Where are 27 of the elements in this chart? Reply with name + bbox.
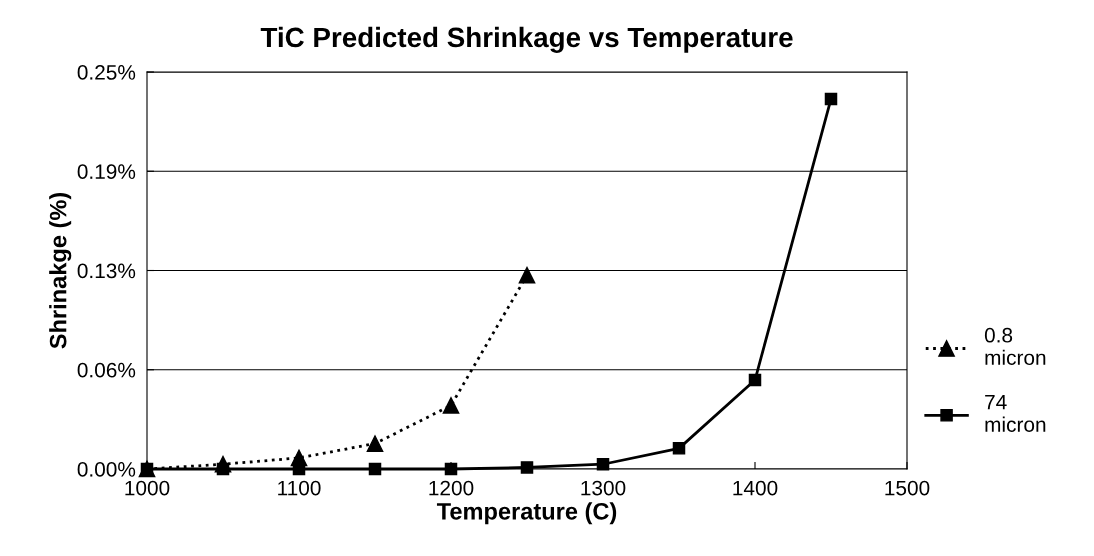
point xyxy=(824,92,838,106)
y-axis-title: Shrinakge (%) xyxy=(49,192,72,349)
x-tick-label: 1300 xyxy=(581,480,626,496)
point xyxy=(596,457,610,471)
x-tick-label: 1400 xyxy=(733,480,778,496)
point xyxy=(520,461,534,474)
point xyxy=(672,442,686,455)
chart-title: TiC Predicted Shrinkage vs Temperature xyxy=(260,26,793,53)
point xyxy=(518,266,536,284)
point xyxy=(216,462,230,476)
x-tick-label: 1200 xyxy=(429,480,474,496)
point xyxy=(366,435,384,452)
x-tick-label: 1100 xyxy=(278,480,321,496)
y-tick-label: 0.19% xyxy=(77,164,136,179)
y-tick-label: 0.00% xyxy=(77,462,136,477)
point xyxy=(444,462,458,476)
y-tick-label: 0.13% xyxy=(77,263,136,279)
point xyxy=(748,373,762,387)
x-tick-label: 1500 xyxy=(885,480,930,496)
y-tick-label: 0.06% xyxy=(77,362,136,378)
x-axis-title: Temperature (C) xyxy=(436,502,617,525)
legend-label: 0.8 micron xyxy=(984,327,1046,366)
legend-label: 74 micron xyxy=(985,394,1046,432)
point xyxy=(368,462,382,476)
x-tick-label: 1000 xyxy=(125,480,170,496)
y-tick-label: 0.25% xyxy=(77,65,136,80)
point xyxy=(442,397,460,414)
